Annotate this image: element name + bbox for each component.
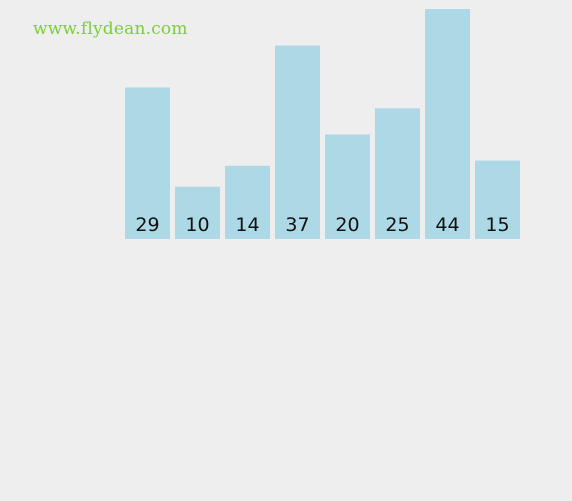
bar-value-label-1: 10: [185, 214, 209, 236]
watermark-text: www.flydean.com: [33, 19, 188, 39]
bar-3: [275, 45, 320, 239]
bar-2: [225, 165, 270, 239]
bar-5: [375, 108, 420, 240]
bar-value-label-6: 44: [435, 214, 459, 236]
bar-1: [175, 186, 220, 239]
bar-value-label-4: 20: [335, 214, 359, 236]
bar-value-label-7: 15: [485, 214, 509, 236]
bar-value-label-0: 29: [135, 214, 159, 236]
bar-6: [425, 9, 470, 239]
bar-4: [325, 134, 370, 239]
bar-value-label-2: 14: [235, 214, 259, 236]
bar-value-label-5: 25: [385, 214, 409, 236]
bar-0: [125, 87, 170, 239]
bar-value-label-3: 37: [285, 214, 309, 236]
bar-7: [475, 160, 520, 239]
bar-group: 29 10 14 37 20 25 44 15: [125, 9, 520, 240]
